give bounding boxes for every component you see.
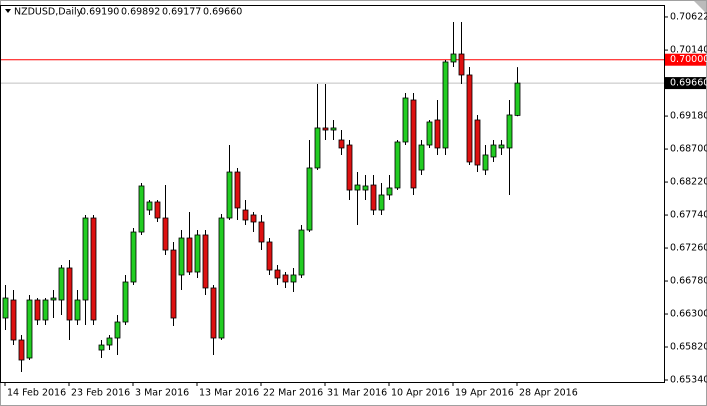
price-label-box <box>665 77 706 90</box>
candle-body <box>434 119 441 149</box>
candle-body <box>210 287 217 339</box>
candle-body <box>322 127 329 131</box>
candle-body <box>106 337 113 346</box>
x-tick-label: 23 Feb 2016 <box>71 388 130 399</box>
candle-body <box>82 217 89 301</box>
candle-body <box>74 299 81 321</box>
header-value: 0.69190 <box>80 7 119 18</box>
candle-body <box>218 217 225 339</box>
candle-body <box>90 217 97 321</box>
menu-arrow <box>5 9 11 13</box>
candle-body <box>146 201 153 211</box>
candle-body <box>186 237 193 273</box>
y-tick-label: 0.67740 <box>670 210 707 221</box>
candle-body <box>258 221 265 243</box>
candle-body <box>466 74 473 163</box>
candle-body <box>490 144 497 158</box>
candle-body <box>122 281 129 323</box>
candle-body <box>114 321 121 339</box>
candle-body <box>378 194 385 211</box>
candle-body <box>450 53 457 63</box>
candle-body <box>170 249 177 319</box>
corner <box>694 1 706 13</box>
candle-body <box>402 97 409 143</box>
candle-body <box>98 344 105 351</box>
candle-body <box>394 141 401 189</box>
candle-body <box>242 209 249 221</box>
candle-body <box>226 171 233 219</box>
candle-body <box>250 214 257 223</box>
candle-body <box>58 267 65 301</box>
candle-body <box>306 167 313 231</box>
candle-body <box>514 82 521 116</box>
price-label-box <box>665 53 706 66</box>
y-tick-label: 0.70140 <box>670 45 707 56</box>
x-tick-label: 13 Mar 2016 <box>199 388 259 399</box>
candle-body <box>18 339 25 361</box>
candle-body <box>2 297 9 319</box>
y-tick-label: 0.65820 <box>670 342 707 353</box>
candle-body <box>162 217 169 251</box>
candle-body <box>34 299 41 321</box>
candle-body <box>282 274 289 283</box>
candle-body <box>386 187 393 196</box>
candle-body <box>202 234 209 289</box>
candle-body <box>178 237 185 276</box>
y-tick-label: 0.69180 <box>670 111 707 122</box>
x-tick-label: 14 Feb 2016 <box>7 388 66 399</box>
price-label: 0.69660 <box>670 78 707 89</box>
candle-body <box>354 184 361 191</box>
header-value: 0.69892 <box>121 7 160 18</box>
candle-body <box>194 234 201 273</box>
candle-body <box>266 241 273 271</box>
x-tick-label: 3 Mar 2016 <box>135 388 189 399</box>
candle-body <box>66 267 73 321</box>
chart-title: NZDUSD,Daily <box>14 7 83 18</box>
x-tick-label: 19 Apr 2016 <box>455 388 514 399</box>
candle-body <box>482 154 489 171</box>
header-value: 0.69660 <box>203 7 242 18</box>
candle-body <box>506 114 513 149</box>
candle-body <box>154 201 161 219</box>
plot-area <box>0 5 665 383</box>
y-tick-label: 0.66780 <box>670 276 707 287</box>
candle-body <box>418 144 425 171</box>
candle-body <box>442 61 449 149</box>
candle-body <box>474 119 481 166</box>
x-tick-label: 31 Mar 2016 <box>327 388 387 399</box>
candle-body <box>346 144 353 191</box>
candle-body <box>42 299 49 321</box>
candle-body <box>274 269 281 279</box>
y-tick-label: 0.67260 <box>670 243 707 254</box>
candle-body <box>234 171 241 209</box>
x-tick-label: 10 Apr 2016 <box>391 388 450 399</box>
candle-body <box>410 99 417 189</box>
candle-body <box>10 299 17 341</box>
candle-body <box>370 184 377 211</box>
candle-body <box>426 121 433 146</box>
y-tick-label: 0.65340 <box>670 375 707 386</box>
candle-body <box>26 299 33 359</box>
candle-body <box>130 231 137 283</box>
header-value: 0.69177 <box>162 7 201 18</box>
candle-body <box>498 144 505 149</box>
x-tick-label: 28 Apr 2016 <box>519 388 578 399</box>
candle-body <box>298 229 305 276</box>
y-tick-label: 0.68700 <box>670 144 707 155</box>
candle-body <box>290 274 297 283</box>
candle-body <box>338 139 345 149</box>
x-tick-label: 22 Mar 2016 <box>263 388 323 399</box>
candle-body <box>50 297 57 301</box>
candle-body <box>314 127 321 169</box>
y-tick-label: 0.66300 <box>670 309 707 320</box>
candle-body <box>362 185 369 191</box>
candle-body <box>138 185 145 233</box>
y-tick-label: 0.70622 <box>670 11 707 22</box>
y-tick-label: 0.68220 <box>670 177 707 188</box>
candle-body <box>330 127 337 131</box>
price-label: 0.70000 <box>670 54 707 65</box>
candle-body <box>458 53 465 76</box>
